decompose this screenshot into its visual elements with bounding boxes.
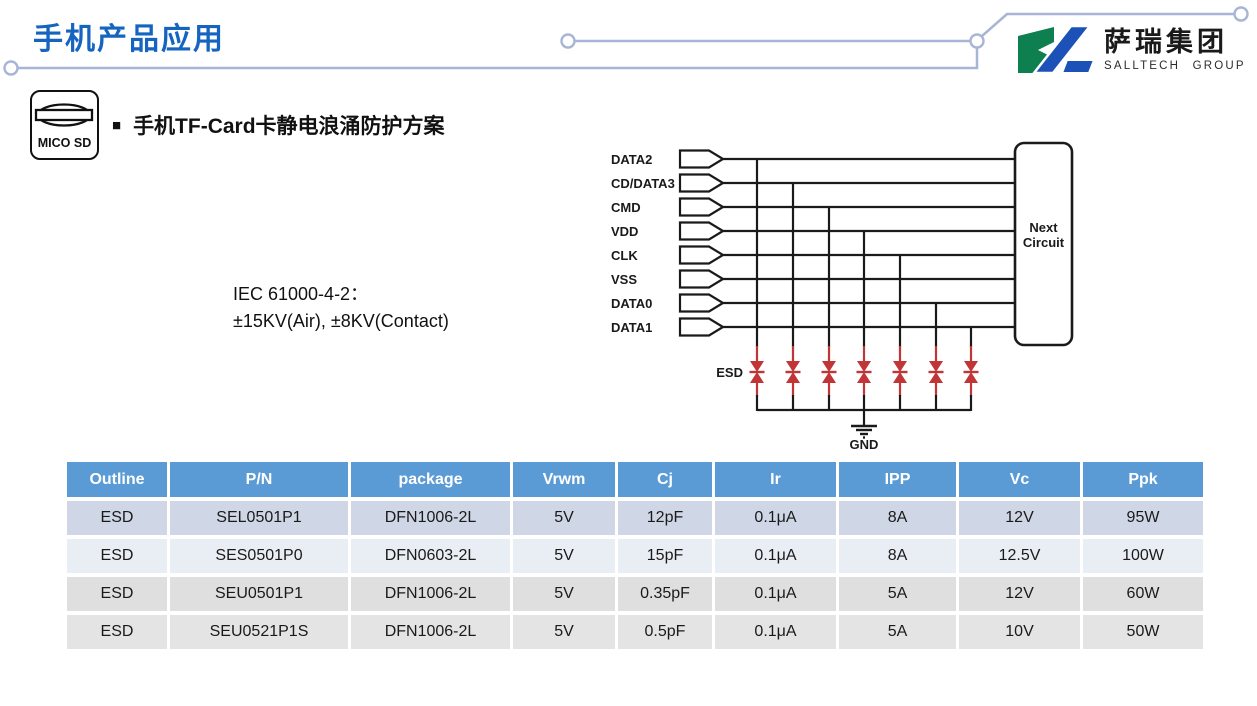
esd-diode-icon bbox=[892, 346, 908, 411]
table-cell: 60W bbox=[1083, 577, 1203, 611]
esd-diode-icon bbox=[963, 346, 979, 411]
signal-connector bbox=[678, 269, 726, 289]
signal-connector bbox=[678, 317, 726, 337]
esd-label: ESD bbox=[716, 365, 743, 380]
esd-diode-icon bbox=[928, 346, 944, 411]
circuit-schematic: DATA2 CD/DATA3 CMD VDD CLK VSS DATA0 DATA1 NextC… bbox=[611, 141, 1074, 452]
signal-connector bbox=[678, 221, 726, 241]
signal-connector bbox=[678, 149, 726, 169]
ground-symbol-icon bbox=[851, 410, 877, 439]
signal-label: CLK bbox=[611, 248, 638, 263]
signal-connector bbox=[678, 293, 726, 313]
table-cell: ESD bbox=[67, 501, 167, 535]
table-cell: 50W bbox=[1083, 615, 1203, 649]
table-cell: 12pF bbox=[618, 501, 712, 535]
table-cell: 0.5pF bbox=[618, 615, 712, 649]
signal-label: CD/DATA3 bbox=[611, 176, 675, 191]
signal-connector bbox=[678, 197, 726, 217]
table-cell: 0.1μA bbox=[715, 539, 836, 573]
sd-card-icon: MICO SD bbox=[30, 90, 99, 160]
table-header-cell: P/N bbox=[170, 462, 348, 497]
logo-mark-icon bbox=[1018, 25, 1094, 75]
table-cell: 12V bbox=[959, 577, 1080, 611]
table-cell: 5V bbox=[513, 501, 615, 535]
signal-label: VDD bbox=[611, 224, 638, 239]
bullet-square-icon: ■ bbox=[112, 116, 122, 134]
trace-node-icon bbox=[1233, 6, 1249, 22]
esd-diode-icon bbox=[856, 346, 872, 411]
iec-spec: IEC 61000-4-2： ±15KV(Air), ±8KV(Contact) bbox=[233, 281, 449, 335]
signal-label: DATA1 bbox=[611, 320, 652, 335]
table-cell: 8A bbox=[839, 501, 956, 535]
table-cell: SEU0501P1 bbox=[170, 577, 348, 611]
table-cell: DFN1006-2L bbox=[351, 615, 510, 649]
logo-text: 萨瑞集团 SALLTECH GROUP bbox=[1104, 27, 1246, 72]
signal-connector bbox=[678, 173, 726, 193]
table-cell: 12V bbox=[959, 501, 1080, 535]
iec-spec-line2: ±15KV(Air), ±8KV(Contact) bbox=[233, 311, 449, 331]
section-heading-text: 手机TF-Card卡静电浪涌防护方案 bbox=[133, 115, 445, 138]
table-header-cell: Outline bbox=[67, 462, 167, 497]
decorative-traces bbox=[3, 6, 1249, 76]
table-header-cell: Ir bbox=[715, 462, 836, 497]
table-cell: SES0501P0 bbox=[170, 539, 348, 573]
table-cell: 15pF bbox=[618, 539, 712, 573]
table-cell: DFN1006-2L bbox=[351, 577, 510, 611]
trace-node-icon bbox=[3, 60, 19, 76]
table-cell: ESD bbox=[67, 615, 167, 649]
iec-spec-line1: IEC 61000-4-2： bbox=[233, 284, 369, 304]
trace-lines bbox=[18, 12, 1234, 70]
esd-diode-icon bbox=[821, 346, 837, 411]
table-header-cell: Ppk bbox=[1083, 462, 1203, 497]
table-cell: 5V bbox=[513, 539, 615, 573]
signal-label: DATA0 bbox=[611, 296, 652, 311]
next-circuit-label: Next bbox=[1029, 220, 1058, 235]
table-cell: ESD bbox=[67, 577, 167, 611]
table-cell: ESD bbox=[67, 539, 167, 573]
signal-label: CMD bbox=[611, 200, 641, 215]
table-header-cell: package bbox=[351, 462, 510, 497]
parts-table: Outline P/N package Vrwm Cj Ir IPP Vc Ppk ESD SEL0… bbox=[67, 462, 1203, 649]
table-cell: SEL0501P1 bbox=[170, 501, 348, 535]
table-cell: SEU0521P1S bbox=[170, 615, 348, 649]
sd-card-label: MICO SD bbox=[37, 136, 92, 150]
table-header-cell: Vc bbox=[959, 462, 1080, 497]
esd-diode-icon bbox=[785, 346, 801, 411]
esd-diode-icon bbox=[749, 346, 765, 411]
trace-node-icon bbox=[560, 33, 576, 49]
signal-connector bbox=[678, 245, 726, 265]
table-cell: DFN1006-2L bbox=[351, 501, 510, 535]
table-header-cell: Cj bbox=[618, 462, 712, 497]
table-cell: 5A bbox=[839, 577, 956, 611]
table-cell: 0.35pF bbox=[618, 577, 712, 611]
sd-card-contact-icon bbox=[34, 103, 94, 127]
table-cell: 0.1μA bbox=[715, 501, 836, 535]
signal-label: DATA2 bbox=[611, 152, 652, 167]
table-cell: 5V bbox=[513, 615, 615, 649]
table-cell: 5V bbox=[513, 577, 615, 611]
table-cell: DFN0603-2L bbox=[351, 539, 510, 573]
logo-name-cn: 萨瑞集团 bbox=[1104, 27, 1228, 58]
table-cell: 95W bbox=[1083, 501, 1203, 535]
table-header-cell: IPP bbox=[839, 462, 956, 497]
logo-name-en: SALLTECH GROUP bbox=[1104, 59, 1246, 72]
trace-node-icon bbox=[969, 33, 985, 49]
table-cell: 10V bbox=[959, 615, 1080, 649]
table-header-cell: Vrwm bbox=[513, 462, 615, 497]
table-cell: 8A bbox=[839, 539, 956, 573]
page-title: 手机产品应用 bbox=[33, 23, 225, 56]
table-cell: 0.1μA bbox=[715, 615, 836, 649]
table-cell: 12.5V bbox=[959, 539, 1080, 573]
section-heading: ■ 手机TF-Card卡静电浪涌防护方案 bbox=[112, 111, 445, 139]
next-circuit-label: Circuit bbox=[1023, 235, 1065, 250]
table-cell: 100W bbox=[1083, 539, 1203, 573]
signal-label: VSS bbox=[611, 272, 637, 287]
logo: 萨瑞集团 SALLTECH GROUP bbox=[1016, 25, 1246, 75]
gnd-label: GND bbox=[850, 437, 879, 452]
next-circuit-box bbox=[1013, 141, 1074, 347]
table-cell: 5A bbox=[839, 615, 956, 649]
table-cell: 0.1μA bbox=[715, 577, 836, 611]
